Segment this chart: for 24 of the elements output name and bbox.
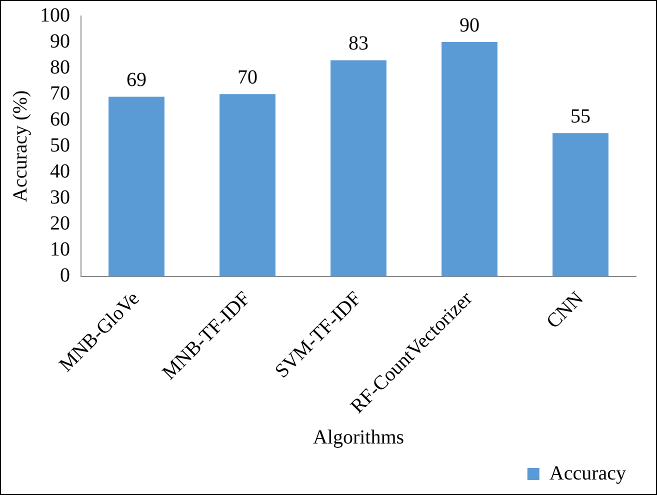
bar (330, 60, 386, 276)
y-tick-label: 90 (50, 30, 70, 52)
y-tick-label: 20 (50, 212, 70, 235)
data-label: 70 (238, 66, 258, 88)
data-label: 83 (348, 32, 368, 55)
bar (108, 96, 164, 276)
bar (442, 42, 498, 276)
y-tick-label: 70 (50, 82, 70, 104)
y-tick-label: 100 (40, 4, 70, 26)
y-axis-title: Accuracy (%) (9, 90, 32, 202)
data-label: 90 (460, 14, 480, 36)
y-tick-label: 10 (50, 238, 70, 261)
y-tick-label: 40 (50, 160, 70, 182)
y-tick-label: 80 (50, 56, 70, 78)
y-tick-label: 30 (50, 186, 70, 208)
y-tick-label: 60 (50, 108, 70, 130)
legend-label: Accuracy (549, 462, 626, 484)
bar (220, 94, 276, 276)
data-label: 69 (126, 68, 146, 91)
x-axis-title: Algorithms (312, 426, 404, 448)
y-tick-label: 0 (60, 264, 70, 287)
bar (552, 133, 608, 276)
y-tick-label: 50 (50, 134, 70, 156)
data-label: 55 (570, 105, 590, 128)
